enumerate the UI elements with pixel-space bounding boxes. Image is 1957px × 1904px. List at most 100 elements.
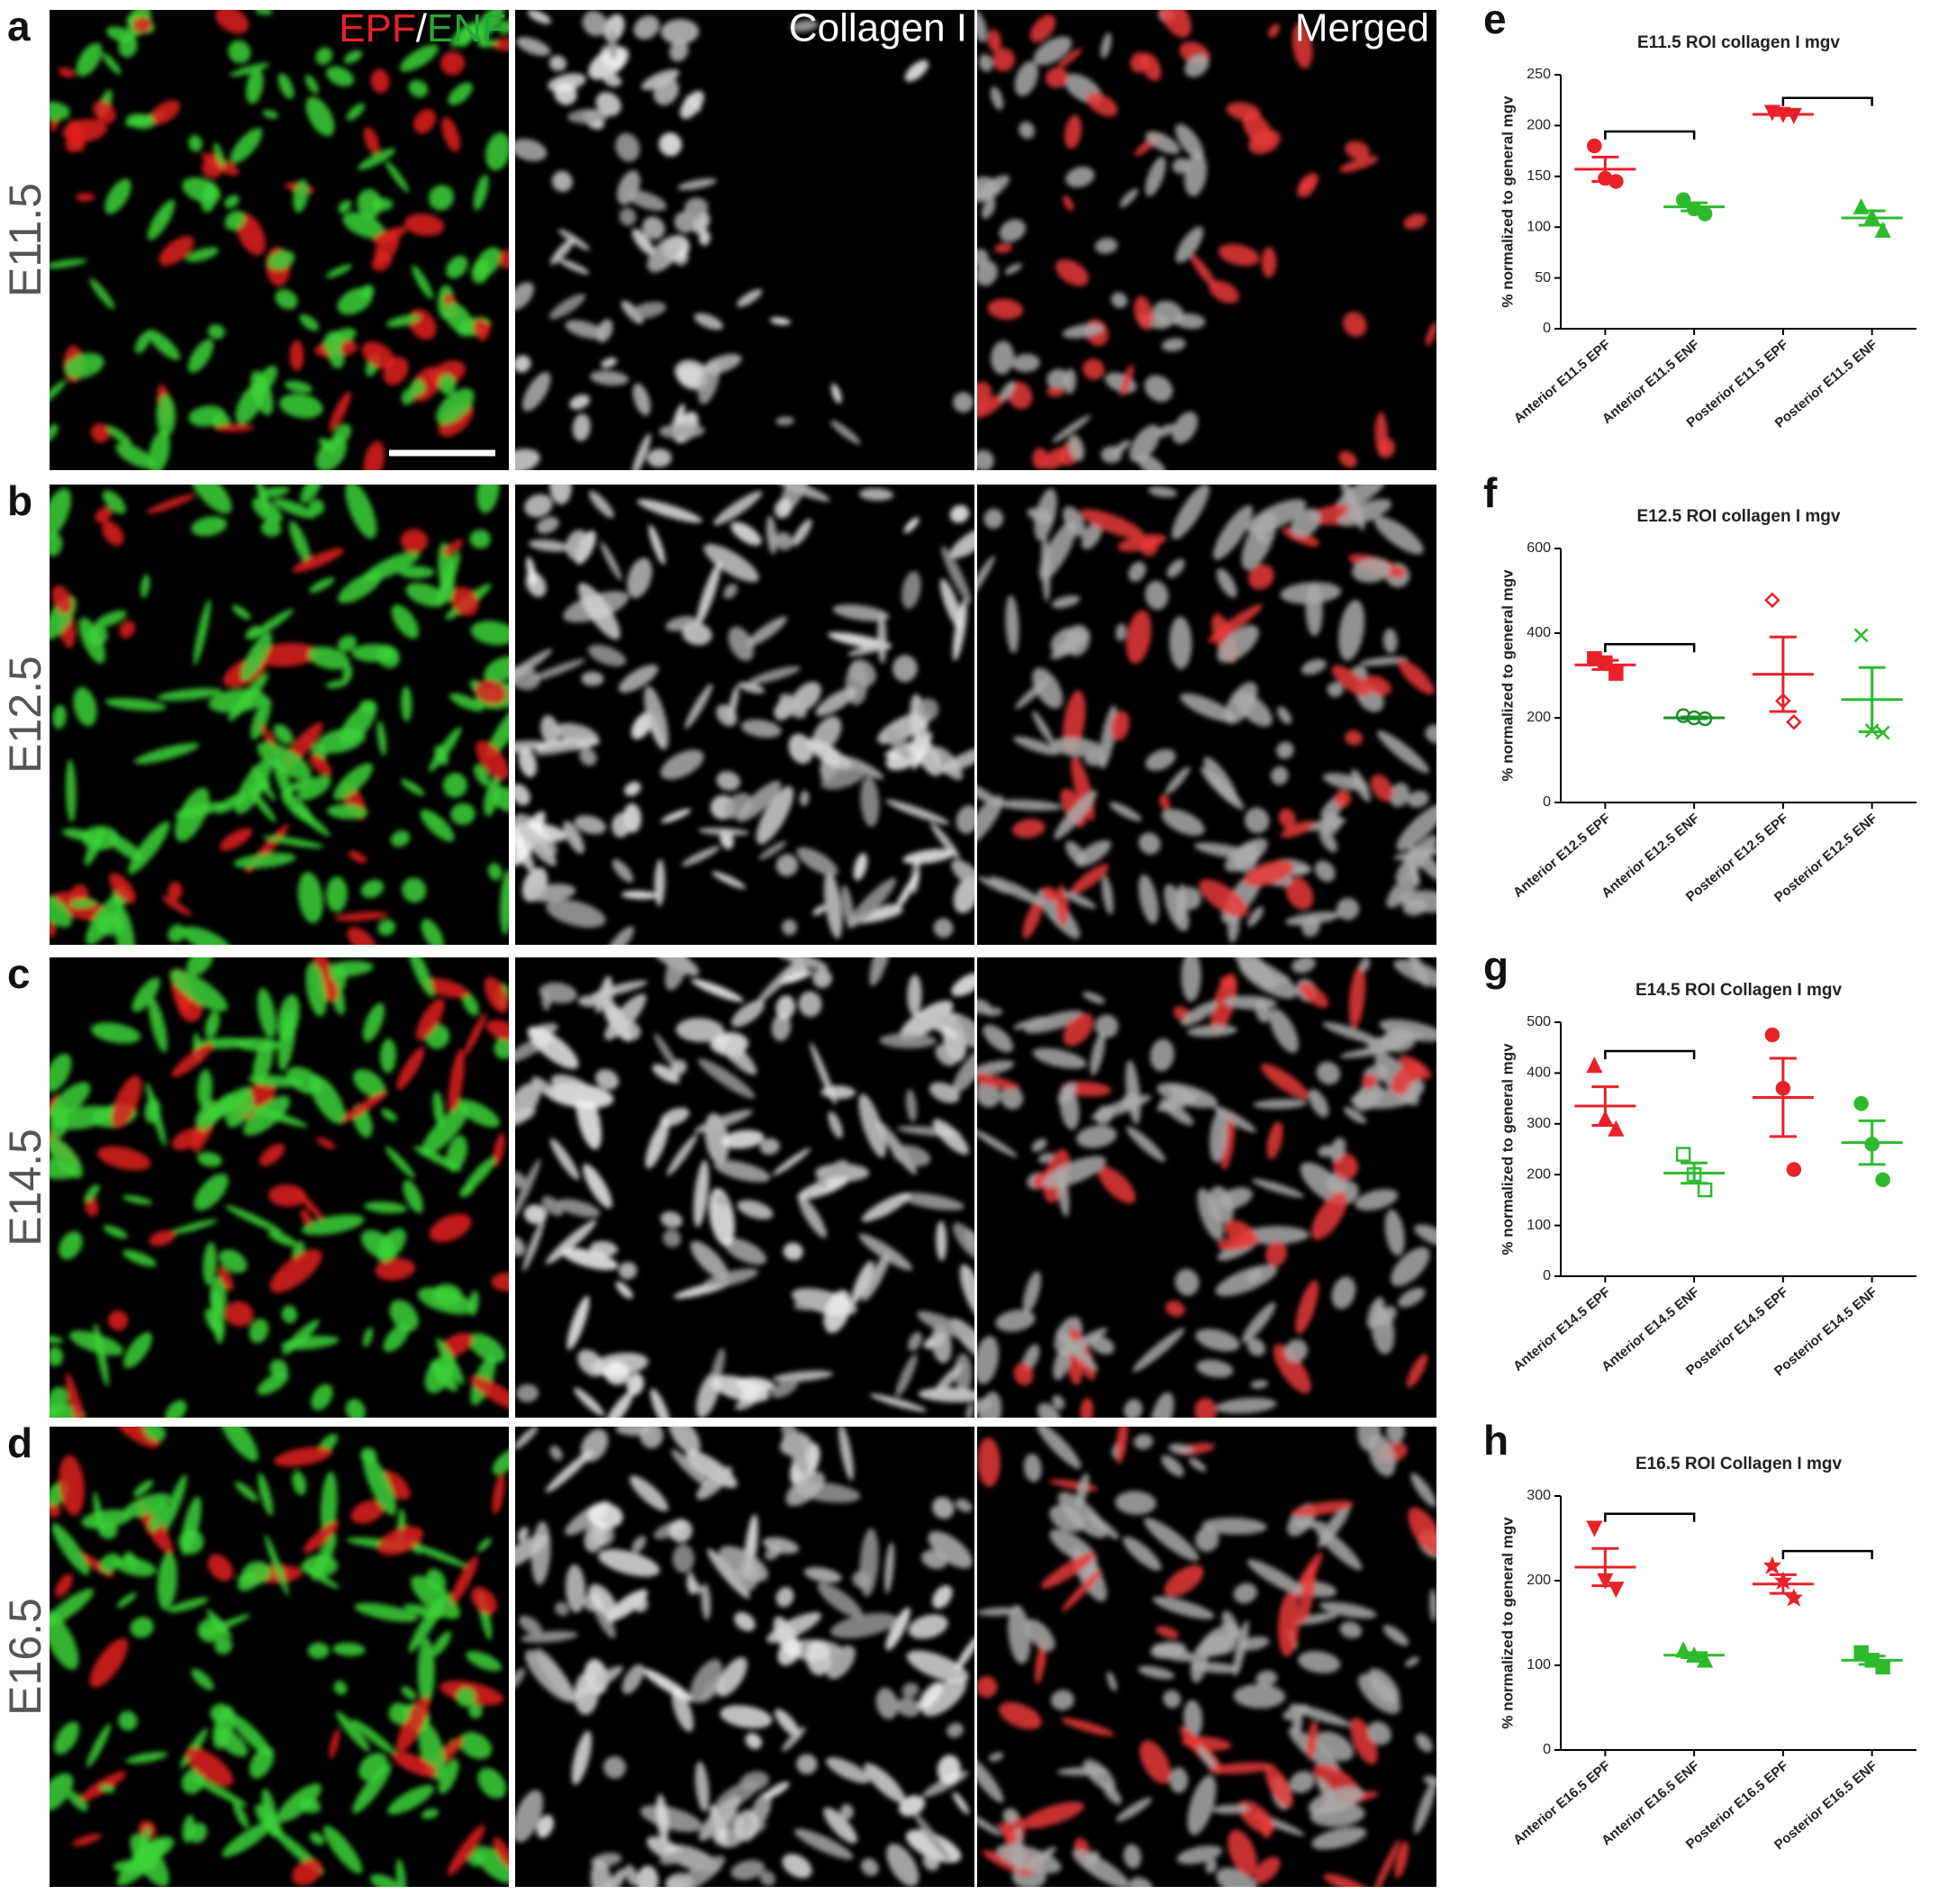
cell: [1386, 873, 1419, 909]
cell: [569, 394, 591, 410]
cell: [1111, 440, 1131, 456]
cell: [1164, 884, 1190, 931]
micrograph: [50, 1427, 509, 1887]
cell: [574, 815, 606, 835]
cell: [1354, 1189, 1399, 1210]
cell: [1106, 1671, 1118, 1691]
cell: [161, 895, 192, 916]
cell: [333, 1681, 348, 1695]
cell: [605, 926, 634, 945]
cell: [1368, 1668, 1400, 1704]
cell: [53, 1721, 80, 1755]
cell: [1176, 1845, 1223, 1864]
cell: [289, 521, 311, 565]
cell: [1373, 516, 1424, 555]
cell: [225, 1092, 254, 1128]
cell: [1118, 533, 1167, 552]
y-tick-label: 200: [1527, 118, 1551, 133]
cell: [122, 1332, 152, 1369]
cell: [584, 1520, 608, 1553]
cell: [468, 1333, 506, 1364]
cell: [68, 898, 97, 909]
cell: [658, 422, 705, 440]
cell: [50, 532, 63, 557]
cell: [1331, 1276, 1356, 1310]
y-tick-label: 300: [1527, 1488, 1551, 1503]
cell: [104, 697, 167, 712]
cell: [1348, 965, 1366, 1029]
cell: [1261, 247, 1277, 278]
cell: [979, 1392, 1002, 1418]
micrograph-texture: [977, 485, 1436, 944]
cell: [588, 1583, 617, 1617]
cell: [224, 210, 246, 231]
cell: [644, 685, 669, 750]
cell: [999, 381, 1016, 402]
cell: [792, 519, 812, 547]
cell: [736, 289, 763, 307]
cell: [908, 1331, 922, 1352]
cell: [803, 1566, 842, 1583]
y-tick-label: 0: [1543, 1742, 1551, 1757]
cell: [50, 488, 72, 539]
cell: [588, 46, 630, 80]
cell: [1132, 1328, 1185, 1373]
cell: [884, 1542, 894, 1594]
cell: [892, 655, 918, 683]
cell: [625, 1864, 639, 1886]
cell: [1056, 258, 1089, 286]
cell: [636, 1865, 659, 1887]
cell: [730, 521, 762, 546]
cell: [346, 103, 365, 121]
cell: [515, 1171, 526, 1189]
cell: [1297, 178, 1315, 198]
cell: [218, 1266, 234, 1292]
cell: [157, 1552, 177, 1610]
cell: [1156, 1092, 1200, 1112]
cell: [977, 1081, 1001, 1108]
cell: [730, 1860, 766, 1881]
cell: [1165, 766, 1191, 794]
cell: [411, 1575, 460, 1619]
cell: [149, 1229, 176, 1247]
cell: [448, 1824, 485, 1876]
cell: [322, 331, 344, 354]
cell: [756, 785, 794, 845]
cell: [1083, 992, 1106, 1004]
cell: [1305, 583, 1323, 637]
cell: [740, 719, 782, 739]
cell: [1187, 1775, 1217, 1836]
cell: [250, 766, 276, 802]
cell: [476, 740, 509, 780]
cell: [113, 1556, 157, 1577]
cell: [100, 1784, 115, 1793]
cell: [59, 1455, 85, 1516]
cell: [671, 1059, 687, 1076]
micrograph: [515, 1427, 974, 1887]
cell: [577, 583, 621, 640]
cell: [1056, 1165, 1070, 1217]
cell: [820, 1085, 856, 1100]
cell: [277, 993, 300, 1042]
cell: [352, 1763, 392, 1814]
cell: [147, 199, 176, 240]
cell: [197, 1151, 222, 1167]
cell: [527, 1026, 579, 1069]
x-tick-label: Anterior E16.5 ENF: [1599, 1758, 1702, 1848]
cell: [1011, 819, 1046, 839]
cell: [851, 1260, 874, 1304]
y-axis-label: % normalized to general mgv: [1499, 1517, 1516, 1729]
cell: [90, 422, 110, 443]
cell: [988, 1752, 1004, 1762]
cell: [690, 1659, 723, 1703]
cell: [626, 190, 666, 211]
cell: [987, 298, 1024, 320]
cell: [250, 370, 274, 416]
cell: [326, 876, 348, 912]
micrograph: [515, 10, 974, 470]
cell: [852, 1571, 871, 1589]
micrograph: [977, 485, 1436, 945]
cell: [515, 1668, 526, 1691]
cell: [633, 15, 660, 40]
cell: [977, 394, 1007, 419]
